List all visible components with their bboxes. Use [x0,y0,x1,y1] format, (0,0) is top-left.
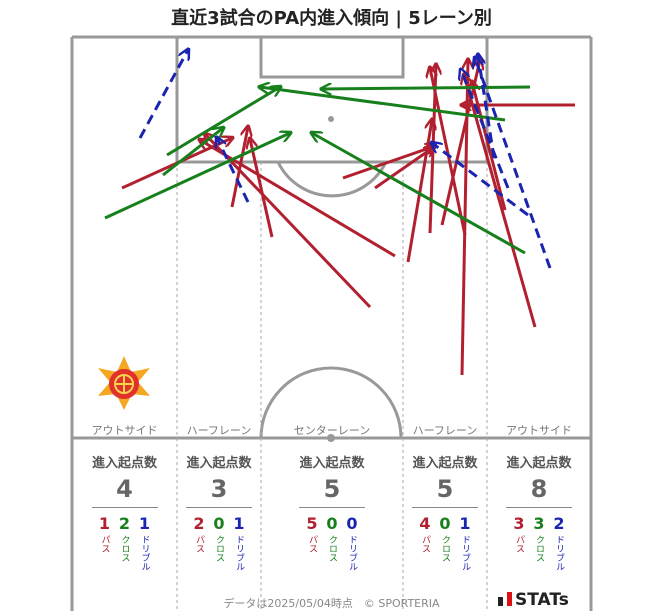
lane-stat-count: 8 [530,475,548,503]
footer-note: データは2025/05/04時点 © SPORTERIA [223,597,440,610]
cross-arrow [104,133,290,220]
dribble-count: 2 [553,514,565,533]
cross-arrows [104,87,531,255]
pass-arrows [121,60,575,376]
lane-stat-head: 進入起点数 [299,456,365,471]
cross-count: 0 [213,514,225,533]
pass-arrow [342,146,435,180]
dribble-count: 1 [138,514,151,533]
lane-label-center: センターレーン [293,424,371,437]
dribble-arrow [217,138,250,203]
lane-stats-center: 進入起点数 5 5 パス 0 クロス 0 ドリブル [261,452,403,571]
dribble-arrow [432,143,529,217]
lane-stats-outside-right: 進入起点数 8 3 パス 3 クロス 2 ドリブル [487,452,591,571]
dribble-arrow [138,50,188,139]
dribble-arrow [461,70,510,189]
lane-dividers [176,162,488,611]
cross-count: 2 [118,514,131,533]
lane-label-half-left: ハーフレーン [186,424,252,437]
lane-stat-count: 3 [210,475,228,503]
lane-stat-count: 5 [323,475,341,503]
pass-arrow [464,75,537,328]
page-title: 直近3試合のPA内進入傾向 | 5レーン別 [171,8,492,29]
dribble-arrows [138,50,552,269]
penalty-spot [328,116,334,122]
pass-count: 2 [193,514,205,533]
dribble-count: 1 [459,514,471,533]
pass-arrow [205,134,372,309]
pass-arrow [472,82,507,211]
lane-stat-count: 5 [436,475,454,503]
pass-arrow [440,60,480,226]
pass-arrow [250,139,274,238]
pass-arrow [430,68,467,236]
dribble-count: 0 [346,514,358,533]
lane-label-half-right: ハーフレーン [412,424,478,437]
cross-count: 3 [533,514,545,533]
lane-stat-head: 進入起点数 [506,456,572,471]
lane-stats-outside-left: 進入起点数 4 1 パス 2 クロス 1 ドリブル [72,452,177,571]
cross-arrow [162,128,223,177]
lane-stat-head: 進入起点数 [412,456,478,471]
cross-arrow [322,87,531,89]
lane-stat-head: 進入起点数 [91,456,157,471]
pass-count: 1 [98,514,111,533]
pass-count: 4 [419,514,431,533]
lane-stat-head: 進入起点数 [186,456,252,471]
cross-count: 0 [439,514,451,533]
dribble-arrow [478,55,496,159]
lane-stats-half-right: 進入起点数 5 4 パス 0 クロス 1 ドリブル [403,452,487,571]
pass-count: 5 [306,514,318,533]
cross-count: 0 [326,514,338,533]
lane-label-outside-left: アウトサイド [91,424,158,437]
lane-label-outside-right: アウトサイド [506,424,572,437]
lane-stats-half-left: 進入起点数 3 2 パス 0 クロス 1 ドリブル [177,452,261,571]
cross-arrow [312,133,526,255]
dribble-count: 1 [233,514,245,533]
pass-arrow [406,120,432,263]
dribble-arrow [475,58,552,269]
cross-arrow [166,87,280,157]
lane-stat-count: 4 [116,475,133,503]
pass-count: 3 [513,514,525,533]
crest-icon [98,356,150,410]
pass-arrow [374,147,434,190]
brand-logo: STATs [498,590,569,610]
cross-arrow [260,87,506,122]
center-spot [327,434,335,442]
